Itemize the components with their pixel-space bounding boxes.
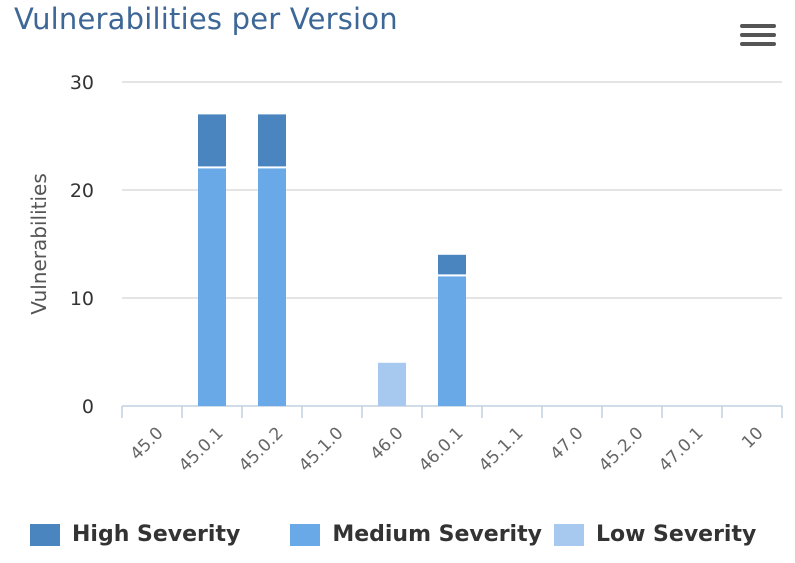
bar bbox=[258, 114, 286, 167]
menu-line bbox=[740, 24, 776, 28]
bar bbox=[198, 114, 226, 167]
x-tick-label: 10 bbox=[738, 423, 767, 452]
chart-title: Vulnerabilities per Version bbox=[14, 2, 398, 36]
legend: High Severity Medium Severity Low Severi… bbox=[30, 522, 756, 547]
bar bbox=[378, 362, 406, 406]
menu-line bbox=[740, 42, 776, 46]
legend-swatch-high bbox=[30, 523, 60, 546]
x-tick-label: 47.0.1 bbox=[655, 423, 707, 475]
y-axis-label: Vulnerabilities bbox=[27, 173, 51, 315]
y-tick-label: 20 bbox=[70, 180, 94, 202]
legend-label-high: High Severity bbox=[72, 522, 241, 547]
x-tick-label: 45.0 bbox=[127, 423, 168, 464]
legend-item-medium[interactable]: Medium Severity bbox=[290, 522, 542, 547]
legend-swatch-medium bbox=[290, 523, 321, 546]
legend-item-low[interactable]: Low Severity bbox=[553, 522, 757, 547]
bar bbox=[198, 168, 226, 406]
x-tick-label: 45.1.0 bbox=[295, 423, 347, 475]
y-tick-label: 10 bbox=[70, 288, 94, 310]
legend-item-high[interactable]: High Severity bbox=[30, 522, 240, 547]
y-tick-label: 30 bbox=[70, 72, 94, 94]
bar bbox=[438, 276, 466, 406]
bar bbox=[258, 168, 286, 406]
x-tick-label: 45.0.1 bbox=[175, 423, 227, 475]
legend-label-low: Low Severity bbox=[595, 522, 757, 547]
y-tick-label: 0 bbox=[82, 396, 94, 418]
x-tick-label: 45.1.1 bbox=[475, 423, 527, 475]
legend-swatch-low bbox=[553, 523, 584, 546]
hamburger-menu-icon[interactable] bbox=[740, 24, 776, 54]
legend-label-medium: Medium Severity bbox=[332, 522, 542, 547]
x-tick-label: 45.0.2 bbox=[235, 423, 287, 475]
x-tick-label: 47.0 bbox=[547, 423, 588, 464]
x-tick-label: 45.2.0 bbox=[595, 423, 647, 475]
x-tick-label: 46.0 bbox=[367, 423, 408, 464]
bar bbox=[438, 254, 466, 275]
x-tick-label: 46.0.1 bbox=[415, 423, 467, 475]
menu-line bbox=[740, 33, 776, 37]
